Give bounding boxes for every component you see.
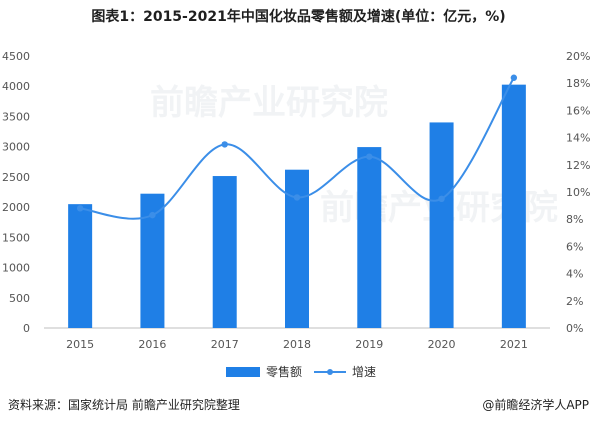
right-axis-tick-label: 20% bbox=[566, 50, 590, 63]
growth-rate-point bbox=[221, 141, 228, 148]
x-axis-tick-label: 2016 bbox=[138, 338, 166, 351]
legend-line-marker bbox=[327, 369, 333, 375]
source-note: 资料来源：国家统计局 前瞻产业研究院整理 bbox=[8, 398, 240, 412]
left-axis-tick-label: 1000 bbox=[2, 262, 30, 275]
x-axis-tick-label: 2020 bbox=[428, 338, 456, 351]
right-axis-tick-label: 6% bbox=[566, 240, 583, 253]
bar bbox=[429, 122, 454, 329]
left-axis-tick-label: 500 bbox=[9, 292, 30, 305]
growth-rate-point bbox=[293, 194, 301, 201]
left-axis-tick-label: 3500 bbox=[2, 110, 30, 123]
bar bbox=[357, 147, 382, 328]
right-axis-tick-label: 16% bbox=[566, 104, 590, 117]
right-axis-tick-label: 0% bbox=[566, 322, 583, 335]
left-axis-tick-label: 4000 bbox=[2, 80, 30, 93]
growth-rate-point bbox=[149, 211, 156, 219]
left-axis-tick-label: 2500 bbox=[2, 171, 30, 184]
combo-chart: 0 500 1000 1500 2000 2500 3000 3500 4000 4500 0% 2… bbox=[2, 50, 590, 351]
growth-rate-point bbox=[366, 153, 373, 160]
right-axis: 0% 2% 4% 6% 8% 10% 12% 14% 16% 18% 20% bbox=[566, 50, 590, 335]
legend: 零售额 增速 bbox=[226, 364, 376, 379]
legend-bar-swatch bbox=[226, 367, 260, 377]
bar bbox=[285, 169, 309, 328]
right-axis-tick-label: 2% bbox=[566, 295, 583, 308]
x-axis-tick-label: 2017 bbox=[211, 338, 239, 351]
left-axis-tick-label: 3000 bbox=[2, 141, 30, 154]
bar bbox=[501, 84, 526, 328]
right-axis-tick-label: 18% bbox=[566, 77, 590, 90]
right-axis-tick-label: 4% bbox=[566, 268, 583, 281]
right-axis-tick-label: 10% bbox=[566, 186, 590, 199]
right-axis-tick-label: 12% bbox=[566, 159, 590, 172]
left-axis-tick-label: 1500 bbox=[2, 231, 30, 244]
growth-rate-points bbox=[76, 74, 518, 219]
right-axis-tick-label: 14% bbox=[566, 132, 590, 145]
credit: @前瞻经济学人APP bbox=[482, 398, 589, 412]
left-axis: 0 500 1000 1500 2000 2500 3000 3500 4000 4500 bbox=[2, 50, 30, 335]
bar bbox=[212, 176, 237, 328]
x-axis-tick-label: 2015 bbox=[66, 338, 94, 351]
left-axis-tick-label: 0 bbox=[23, 322, 30, 335]
x-axis-tick-label: 2021 bbox=[500, 338, 528, 351]
x-axis-tick-label: 2019 bbox=[355, 338, 383, 351]
legend-bar-label: 零售额 bbox=[266, 364, 302, 379]
bar-series bbox=[68, 84, 526, 329]
growth-rate-point bbox=[438, 195, 445, 202]
growth-rate-point bbox=[76, 205, 84, 212]
chart-title: 图表1：2015-2021年中国化妆品零售额及增速(单位：亿元，%) bbox=[91, 9, 506, 25]
left-axis-tick-label: 2000 bbox=[2, 201, 30, 214]
bar bbox=[68, 204, 93, 328]
left-axis-tick-label: 4500 bbox=[2, 50, 30, 63]
growth-rate-line bbox=[79, 77, 515, 220]
legend-line-label: 增速 bbox=[352, 365, 376, 379]
x-axis-tick-label: 2018 bbox=[283, 338, 311, 351]
growth-rate-point bbox=[510, 74, 518, 81]
right-axis-tick-label: 8% bbox=[566, 213, 583, 226]
x-axis-ticks: 2015 2016 2017 2018 2019 2020 2021 bbox=[66, 338, 528, 351]
